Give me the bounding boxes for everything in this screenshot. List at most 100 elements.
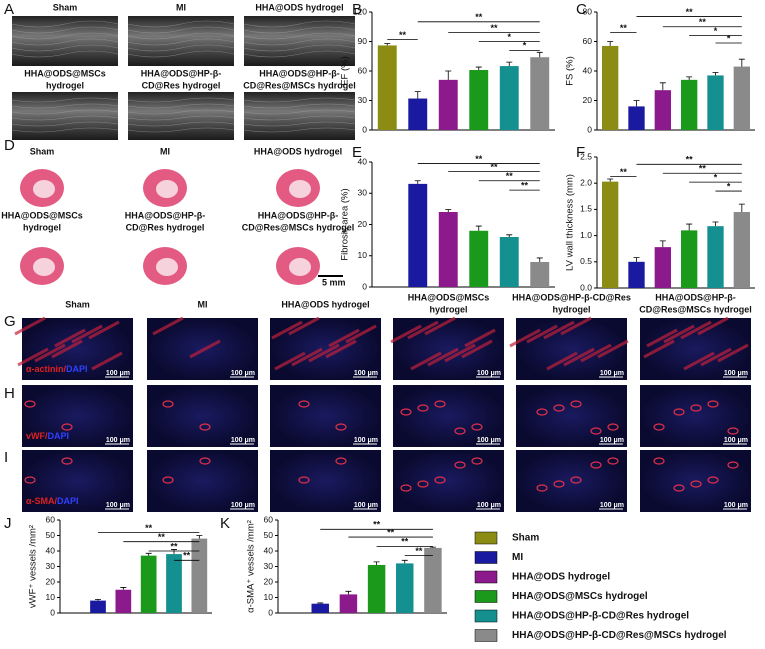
echo-trace <box>243 109 356 115</box>
stain-image <box>22 318 133 380</box>
echo-trace <box>127 26 235 34</box>
echo-trace <box>11 38 119 46</box>
y-axis-label: vWF⁺ vessels /mm² <box>28 525 39 608</box>
column-label: Sham <box>65 299 90 309</box>
y-tick-label: 20 <box>583 95 593 105</box>
stain-vessel <box>553 404 565 412</box>
stain-fiber <box>444 343 476 363</box>
y-tick-label: 20 <box>46 576 56 586</box>
bar <box>408 98 428 130</box>
echo-trace <box>11 109 119 115</box>
stain-image <box>393 385 504 447</box>
error-bar <box>738 203 745 213</box>
bar <box>530 262 550 287</box>
scale-label: 100 μm <box>600 370 624 377</box>
significance-label: ** <box>158 532 166 542</box>
column-label: CD@Res@MSCs hydrogel <box>639 304 752 314</box>
error-bar <box>536 257 543 262</box>
panel-letter: K <box>220 515 230 532</box>
echo-label: HHA@ODS@HP-β- <box>259 68 340 78</box>
stain-fiber <box>54 328 86 348</box>
stain-vessel <box>162 400 174 408</box>
stain-vessel <box>607 423 619 431</box>
stain-vessel <box>707 400 719 408</box>
scale-label: 100 μm <box>724 502 748 509</box>
heart-label: CD@Res hydrogel <box>126 222 205 232</box>
column-label: MI <box>198 299 208 309</box>
column-label: HHA@ODS@HP-β- <box>655 292 736 302</box>
significance-label: * <box>714 173 718 183</box>
stain-vessel <box>162 476 174 484</box>
stain-fiber <box>189 339 221 359</box>
stain-vessel <box>24 400 36 408</box>
bar <box>681 79 698 130</box>
bar <box>681 230 698 288</box>
error-bar <box>475 225 482 231</box>
stain-vessel <box>727 427 739 435</box>
bar <box>396 563 414 613</box>
significance-label: ** <box>699 164 707 174</box>
stain-image <box>147 385 258 447</box>
significance-label: ** <box>415 546 423 556</box>
echo-image <box>244 16 355 66</box>
significance-label: ** <box>620 23 628 33</box>
error-bar <box>633 257 640 262</box>
bar <box>654 90 671 130</box>
stain-fiber <box>546 351 578 371</box>
stain-vessel <box>61 423 73 431</box>
echo-trace <box>11 127 119 133</box>
heart-label: HHA@ODS hydrogel <box>254 146 342 156</box>
row-label-part: DAPI <box>66 364 88 374</box>
echo-trace <box>11 115 119 121</box>
stain-fiber <box>597 339 629 359</box>
stain-fiber <box>274 351 306 371</box>
scale-label: 100 μm <box>724 437 748 444</box>
bar <box>90 600 106 613</box>
error-bar <box>120 587 127 590</box>
stain-fiber <box>71 324 103 344</box>
y-tick-label: 20 <box>358 219 368 229</box>
stain-fiber <box>390 324 422 344</box>
stain-vessel <box>536 484 548 492</box>
echo-trace <box>127 97 235 103</box>
echo-trace <box>127 44 235 52</box>
stain-fiber <box>34 343 66 363</box>
bar <box>499 66 519 130</box>
significance-label: ** <box>387 527 395 537</box>
significance-label: * <box>523 41 527 51</box>
scale-label: 100 μm <box>354 437 378 444</box>
error-bar <box>345 590 352 595</box>
echo-trace <box>127 103 235 109</box>
stain-image <box>640 385 751 447</box>
y-tick-label: 0.0 <box>580 282 592 292</box>
bar <box>733 212 750 288</box>
significance-label: ** <box>373 520 381 530</box>
stain-vessel <box>727 461 739 469</box>
stain-vessel <box>61 457 73 465</box>
significance-label: ** <box>399 30 407 40</box>
echo-label: Sham <box>53 2 78 12</box>
stain-vessel <box>590 461 602 469</box>
echo-trace <box>127 121 235 127</box>
stain-vessel <box>24 476 36 484</box>
stain-fiber <box>560 316 592 336</box>
stain-fiber <box>461 339 493 359</box>
panel-letter: E <box>352 144 362 161</box>
echo-trace <box>243 121 356 127</box>
bar <box>115 589 132 613</box>
echo-trace <box>243 44 356 52</box>
stain-fiber <box>88 320 120 340</box>
y-tick-label: 60 <box>264 514 274 524</box>
y-tick-label: 40 <box>264 545 274 555</box>
heart-label: HHA@ODS@MSCs <box>1 210 83 220</box>
y-tick-label: 2.5 <box>580 151 592 161</box>
stain-vessel <box>298 400 310 408</box>
heart-label: CD@Res@MSCs hydrogel <box>242 222 355 232</box>
significance-label: ** <box>183 551 191 561</box>
stain-vessel <box>434 476 446 484</box>
bar <box>140 555 157 613</box>
y-tick-label: 0 <box>362 124 367 134</box>
bar <box>602 45 619 130</box>
y-tick-label: 60 <box>46 514 56 524</box>
